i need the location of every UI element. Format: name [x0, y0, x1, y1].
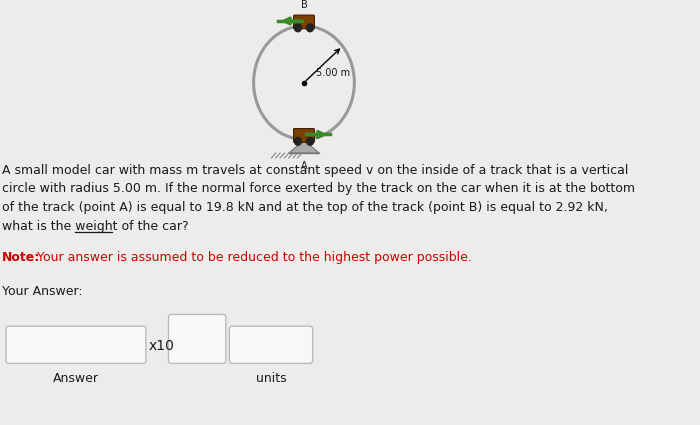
- Text: B: B: [300, 0, 307, 10]
- Polygon shape: [289, 140, 319, 153]
- Text: Note:: Note:: [1, 251, 40, 264]
- FancyBboxPatch shape: [293, 129, 314, 142]
- Circle shape: [295, 24, 302, 32]
- FancyBboxPatch shape: [230, 326, 313, 363]
- Circle shape: [307, 137, 314, 145]
- Text: of the track (point A) is equal to 19.8 kN and at the top of the track (point B): of the track (point A) is equal to 19.8 …: [1, 201, 608, 214]
- Text: units: units: [256, 372, 286, 385]
- Text: circle with radius 5.00 m. If the normal force exerted by the track on the car w: circle with radius 5.00 m. If the normal…: [1, 182, 635, 196]
- Text: A: A: [301, 161, 307, 171]
- Text: x10: x10: [148, 339, 174, 353]
- Text: A small model car with mass m travels at constant speed v on the inside of a tra: A small model car with mass m travels at…: [1, 164, 628, 177]
- Text: what is the weight of the car?: what is the weight of the car?: [1, 220, 188, 232]
- Circle shape: [307, 24, 314, 32]
- Text: Your answer is assumed to be reduced to the highest power possible.: Your answer is assumed to be reduced to …: [33, 251, 472, 264]
- FancyBboxPatch shape: [293, 15, 314, 29]
- FancyBboxPatch shape: [6, 326, 146, 363]
- Text: Answer: Answer: [53, 372, 99, 385]
- Circle shape: [295, 137, 302, 145]
- Text: Your Answer:: Your Answer:: [1, 285, 83, 298]
- FancyBboxPatch shape: [169, 314, 226, 363]
- Text: 5.00 m: 5.00 m: [316, 68, 350, 78]
